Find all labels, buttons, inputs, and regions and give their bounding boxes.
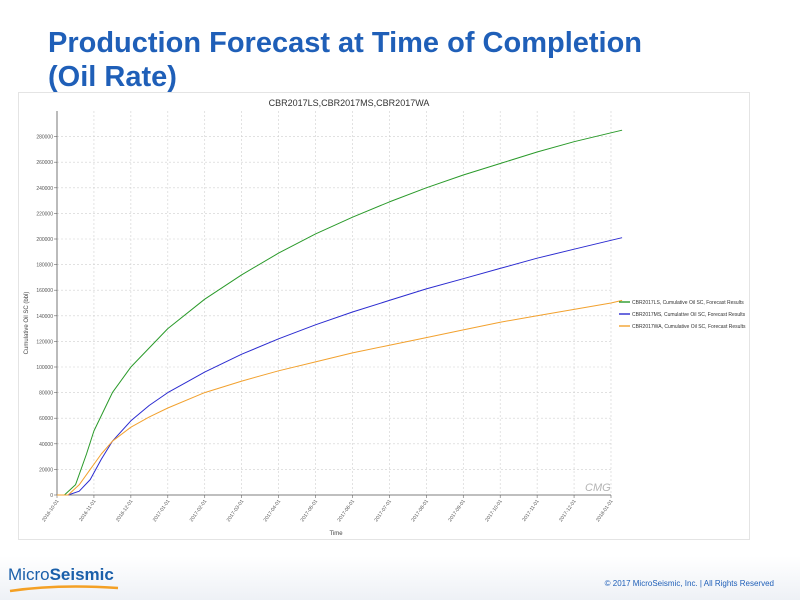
y-tick-label: 260000 [36,160,53,166]
y-tick-label: 20000 [39,467,53,473]
x-tick-label: 2017-06-01 [337,499,357,524]
legend-label-2: CBR2017MS, Cumulative Oil SC, Forecast R… [632,312,746,318]
chart-grid [57,111,612,495]
logo-text-micro: Micro [8,565,50,584]
chart-title: CBR2017LS,CBR2017MS,CBR2017WA [269,98,430,108]
series-line-2 [57,237,623,496]
y-tick-label: 140000 [36,314,53,320]
x-axis-label: Time [329,531,343,537]
x-tick-label: 2016-10-01 [41,499,61,524]
x-tick-label: 2018-01-01 [595,499,615,524]
slide-title-line1: Production Forecast at Time of Completio… [48,27,643,59]
forecast-chart: CBR2017LS,CBR2017MS,CBR2017WA 0 20000 4000… [24,98,746,537]
y-tick-label: 280000 [36,135,53,141]
cmg-watermark: CMG [585,482,611,494]
y-tick-label: 200000 [36,237,53,243]
legend-label-1: CBR2017LS, Cumulative Oil SC, Forecast R… [632,300,744,306]
y-tick-label: 220000 [36,211,53,217]
logo-swoosh-icon [9,585,119,593]
x-tick-label: 2017-09-01 [447,499,467,524]
x-tick-label: 2017-12-01 [558,499,578,524]
y-tick-label: 240000 [36,186,53,192]
y-tick-labels: 0 20000 40000 60000 80000 100000 120000 140000 1… [36,135,53,499]
y-axis-label: Cumulative Oil SC (bbl) [24,292,30,355]
y-tick-label: 80000 [39,391,53,397]
chart-series [57,129,623,496]
chart-axes [54,111,612,498]
y-tick-label: 0 [50,493,53,499]
y-tick-label: 160000 [36,288,53,294]
y-tick-label: 40000 [39,442,53,448]
x-tick-label: 2017-11-01 [521,499,540,523]
chart-frame: CBR2017LS,CBR2017MS,CBR2017WA 0 20000 4000… [18,92,750,540]
y-tick-label: 60000 [39,416,53,422]
chart-legend: CBR2017LS, Cumulative Oil SC, Forecast R… [619,300,746,330]
x-tick-label: 2016-12-01 [115,499,135,524]
slide-title: Production Forecast at Time of Completio… [48,26,768,94]
copyright-footer: © 2017 MicroSeismic, Inc. | All Rights R… [604,579,774,588]
x-tick-label: 2017-05-01 [300,499,320,524]
y-tick-label: 100000 [36,365,53,371]
logo-text-seismic: Seismic [49,565,114,584]
x-tick-label: 2017-10-01 [484,499,504,524]
x-tick-label: 2017-03-01 [226,499,246,524]
x-tick-label: 2017-08-01 [410,499,430,524]
microseismic-logo: MicroSeismic [8,565,114,585]
footer-band [0,556,800,600]
slide-title-line2: (Oil Rate) [48,61,177,93]
legend-label-3: CBR2017WA, Cumulative Oil SC, Forecast R… [632,324,746,330]
x-tick-label: 2017-02-01 [189,499,209,524]
series-line-1 [57,129,623,496]
x-tick-label: 2017-01-01 [152,499,172,524]
x-tick-label: 2017-07-01 [373,499,393,524]
y-tick-label: 180000 [36,263,53,269]
x-tick-labels: 2016-10-01 2016-11-01 2016-12-01 2017-01-01… [41,499,615,524]
series-line-3 [57,299,623,496]
x-tick-label: 2017-04-01 [263,499,283,524]
y-tick-label: 120000 [36,339,53,345]
x-tick-label: 2016-11-01 [78,499,97,523]
